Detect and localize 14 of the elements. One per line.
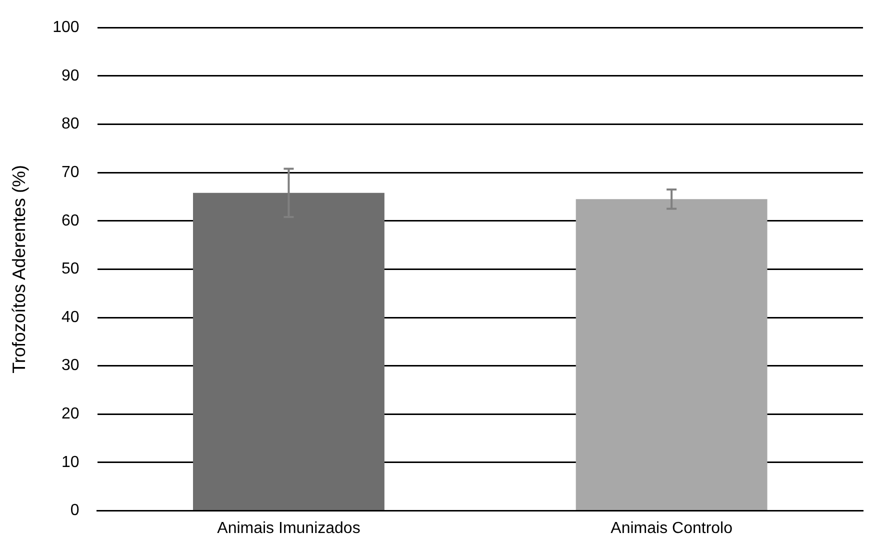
y-tick-label: 40 xyxy=(62,308,80,326)
x-tick-label: Animais Controlo xyxy=(610,520,733,537)
y-tick-label: 90 xyxy=(62,67,80,84)
y-axis-title: Trofozoítos Aderentes (%) xyxy=(8,164,29,374)
y-tick-label: 30 xyxy=(62,357,80,374)
y-tick-label: 60 xyxy=(62,212,80,230)
y-tick-label: 20 xyxy=(62,406,80,423)
x-tick-label: Animais Imunizados xyxy=(217,520,360,537)
y-tick-label: 80 xyxy=(62,116,80,133)
y-tick-label: 50 xyxy=(62,260,80,278)
y-tick-label: 10 xyxy=(62,454,80,471)
y-tick-label: 0 xyxy=(70,502,80,520)
y-tick-label: 100 xyxy=(52,19,80,36)
y-tick-label: 70 xyxy=(62,164,80,181)
